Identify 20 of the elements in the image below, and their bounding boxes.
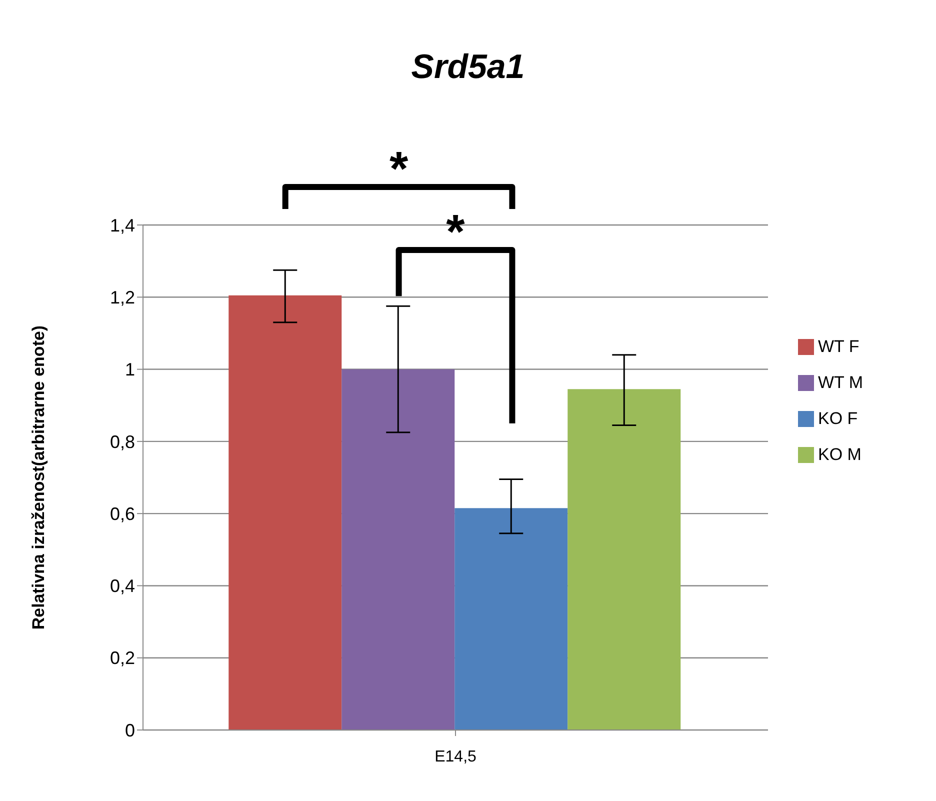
bar [454, 508, 568, 730]
bar [228, 295, 342, 730]
y-tick-label: 0,4 [110, 576, 135, 596]
text: * [389, 143, 408, 196]
y-tick-label: 0,2 [110, 648, 135, 668]
y-tick-label: 1 [124, 360, 135, 380]
chart-title: Srd5a1 [410, 48, 526, 87]
y-tick-label: 0,6 [110, 504, 135, 524]
legend-label: WT M [818, 372, 864, 392]
legend-label: KO M [818, 444, 862, 464]
y-tick-label: 1,4 [110, 215, 135, 236]
x-tick-label: E14,5 [434, 748, 477, 766]
y-tick-label: 1,2 [110, 288, 135, 308]
bar [568, 389, 681, 730]
y-tick-label: 0,8 [110, 432, 135, 452]
y-axis-title: Relativna izraženost(arbitrarne enote) [29, 325, 48, 630]
annotation: * [446, 206, 466, 259]
y-tick-label: 0 [124, 720, 135, 740]
legend-label: WT F [818, 336, 860, 356]
legend-label: KO F [818, 408, 858, 428]
